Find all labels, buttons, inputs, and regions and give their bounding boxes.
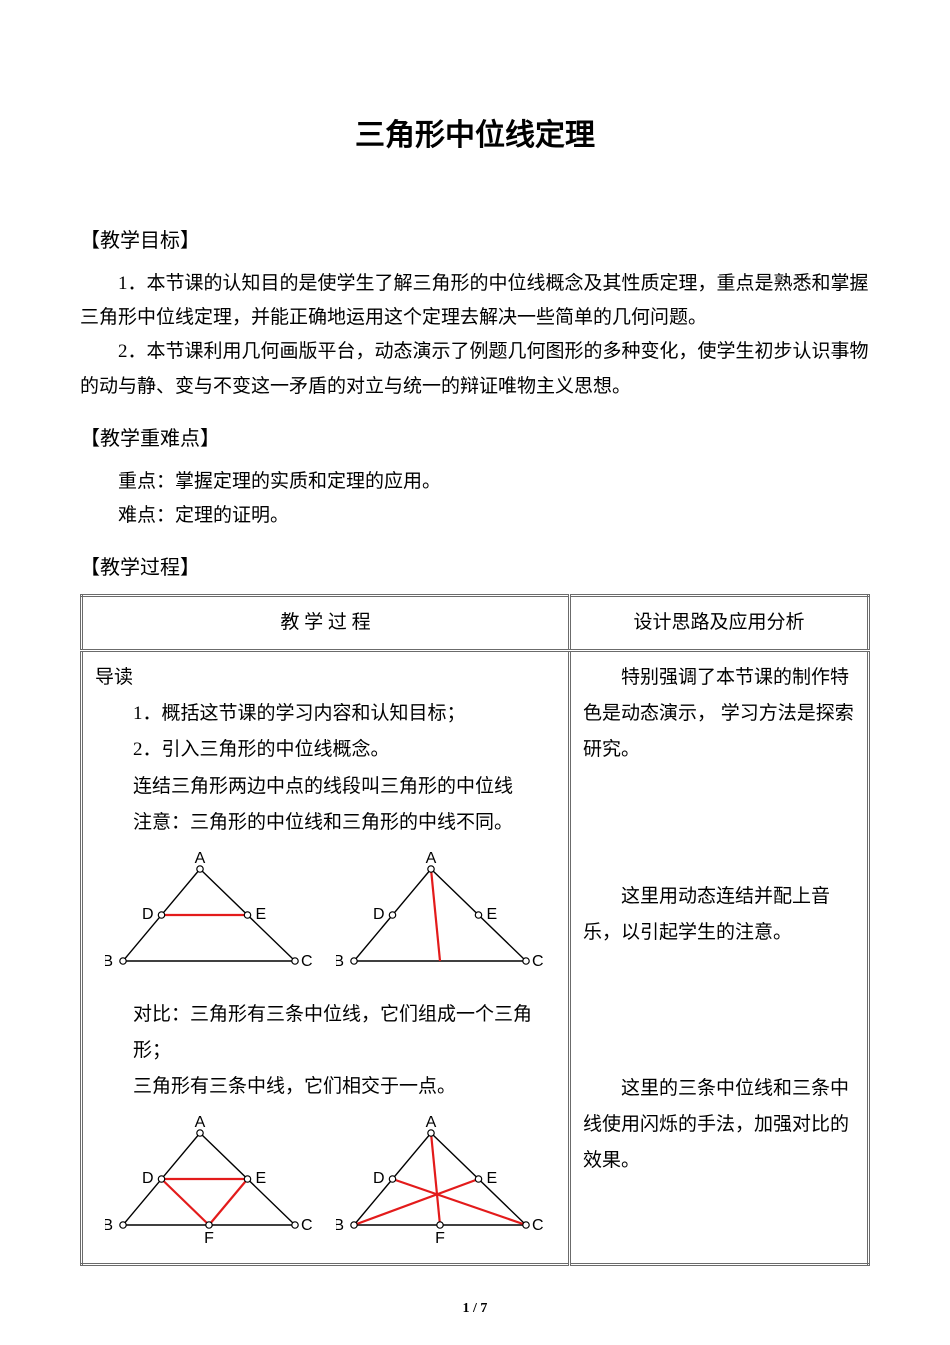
triangle-three-midlines-svg: A B C D E F bbox=[105, 1115, 315, 1245]
svg-text:C: C bbox=[532, 1217, 544, 1234]
triangle-midline-svg: A B C D E bbox=[105, 851, 315, 991]
objectives-heading: 【教学目标】 bbox=[80, 224, 870, 253]
svg-text:C: C bbox=[301, 953, 313, 970]
figure-row-2: A B C D E F A B C D E F bbox=[95, 1115, 556, 1245]
svg-text:D: D bbox=[142, 906, 154, 923]
objective-2: 2．本节课利用几何画版平台，动态演示了例题几何图形的多种变化，使学生初步认识事物… bbox=[80, 335, 870, 403]
compare-line-a: 对比：三角形有三条中位线，它们组成一个三角形； bbox=[133, 997, 556, 1069]
svg-text:B: B bbox=[105, 953, 113, 970]
document-title: 三角形中位线定理 bbox=[80, 110, 870, 154]
keypoint-text: 重点：掌握定理的实质和定理的应用。 bbox=[80, 465, 870, 499]
right-paragraph-3: 这里的三条中位线和三条中线使用闪烁的手法，加强对比的效果。 bbox=[583, 1071, 855, 1179]
svg-text:C: C bbox=[301, 1217, 313, 1234]
process-heading: 【教学过程】 bbox=[80, 551, 870, 580]
svg-text:F: F bbox=[435, 1230, 445, 1245]
figure-row-1: A B C D E A B C D E bbox=[95, 851, 556, 991]
svg-text:B: B bbox=[336, 1217, 344, 1234]
svg-text:E: E bbox=[486, 906, 497, 923]
svg-text:C: C bbox=[532, 953, 544, 970]
keypoints-heading: 【教学重难点】 bbox=[80, 422, 870, 451]
table-header-row: 教 学 过 程 设计思路及应用分析 bbox=[82, 596, 869, 651]
svg-text:A: A bbox=[425, 1115, 436, 1131]
svg-text:B: B bbox=[336, 953, 344, 970]
svg-text:A: A bbox=[195, 1115, 206, 1131]
svg-text:D: D bbox=[373, 906, 385, 923]
svg-text:E: E bbox=[486, 1170, 497, 1187]
left-item-2: 2．引入三角形的中位线概念。 bbox=[133, 732, 556, 768]
lesson-table: 教 学 过 程 设计思路及应用分析 导读 1．概括这节课的学习内容和认知目标； … bbox=[80, 594, 870, 1266]
left-item-1: 1．概括这节课的学习内容和认知目标； bbox=[133, 696, 556, 732]
right-paragraph-1: 特别强调了本节课的制作特色是动态演示， 学习方法是探索研究。 bbox=[583, 660, 855, 768]
svg-text:E: E bbox=[256, 1170, 267, 1187]
svg-text:A: A bbox=[195, 851, 206, 867]
table-body-row: 导读 1．概括这节课的学习内容和认知目标； 2．引入三角形的中位线概念。 连结三… bbox=[82, 651, 869, 1265]
page-number: 1 / 7 bbox=[0, 1301, 950, 1317]
svg-text:D: D bbox=[373, 1170, 385, 1187]
triangle-three-medians-svg: A B C D E F bbox=[336, 1115, 546, 1245]
table-header-right: 设计思路及应用分析 bbox=[569, 596, 868, 651]
table-cell-left: 导读 1．概括这节课的学习内容和认知目标； 2．引入三角形的中位线概念。 连结三… bbox=[82, 651, 570, 1265]
difficulty-text: 难点：定理的证明。 bbox=[80, 499, 870, 533]
page: 三角形中位线定理 【教学目标】 1．本节课的认知目的是使学生了解三角形的中位线概… bbox=[0, 0, 950, 1345]
table-cell-right: 特别强调了本节课的制作特色是动态演示， 学习方法是探索研究。 这里用动态连结并配… bbox=[569, 651, 868, 1265]
svg-text:A: A bbox=[425, 851, 436, 867]
definition-line: 连结三角形两边中点的线段叫三角形的中位线 bbox=[133, 769, 556, 805]
triangle-median-svg: A B C D E bbox=[336, 851, 546, 991]
svg-text:B: B bbox=[105, 1217, 113, 1234]
svg-text:D: D bbox=[142, 1170, 154, 1187]
intro-label: 导读 bbox=[95, 660, 556, 696]
note-line: 注意：三角形的中位线和三角形的中线不同。 bbox=[133, 805, 556, 841]
svg-text:F: F bbox=[204, 1230, 214, 1245]
right-paragraph-2: 这里用动态连结并配上音乐，以引起学生的注意。 bbox=[583, 879, 855, 951]
objective-1: 1．本节课的认知目的是使学生了解三角形的中位线概念及其性质定理，重点是熟悉和掌握… bbox=[80, 267, 870, 335]
table-header-left: 教 学 过 程 bbox=[82, 596, 570, 651]
svg-text:E: E bbox=[256, 906, 267, 923]
compare-line-b: 三角形有三条中线，它们相交于一点。 bbox=[133, 1069, 556, 1105]
